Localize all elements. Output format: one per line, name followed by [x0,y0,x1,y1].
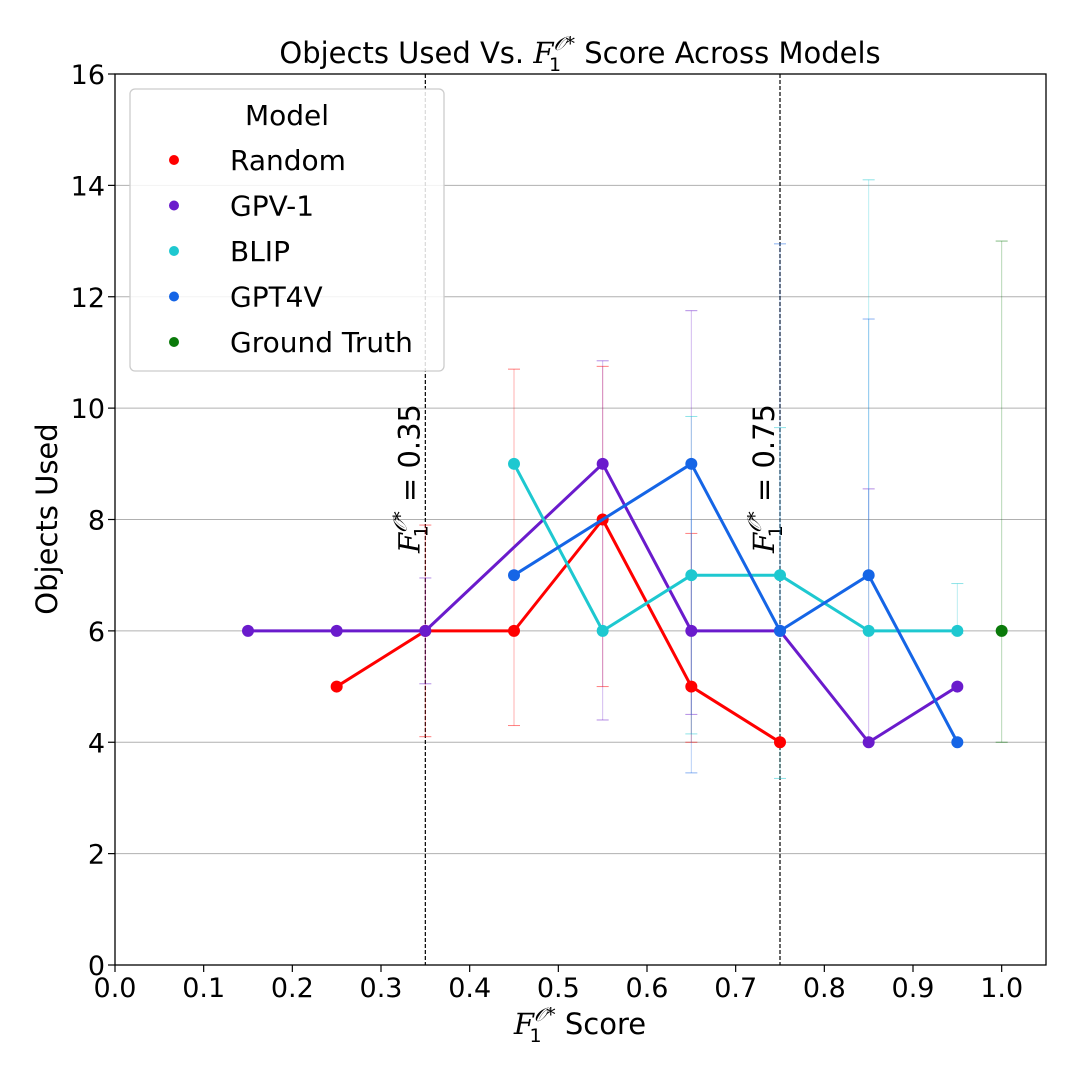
y-tick-label: 0 [88,951,105,982]
data-point-gpt4v [951,736,964,749]
data-point-blip [596,624,609,637]
data-point-gpt4v [774,624,786,637]
reference-line-label: F𝒪*1 = 0.35 [389,404,432,554]
legend-label: Ground Truth [230,326,413,359]
y-tick-label: 2 [88,840,105,871]
x-tick-label: 0.0 [94,973,137,1004]
y-tick-label: 16 [71,60,105,91]
data-point-gpv-1 [685,624,698,637]
chart-title: Objects Used Vs. F𝒪* 1 Score Across Model… [279,33,880,76]
reference-line-label-superscript: 𝒪* [744,511,766,533]
reference-line-label-value: = 0.35 [392,404,426,511]
data-point-gpt4v [862,569,875,582]
y-tick-label: 8 [88,506,105,537]
legend-label: Random [230,144,346,177]
reference-line-label-base: F [747,532,781,554]
x-tick-label: 0.4 [448,973,491,1004]
data-point-gpv-1 [419,624,432,637]
reference-line-label-base: F [392,532,426,554]
data-point-gpt4v [685,457,698,470]
reference-line-label-superscript: 𝒪* [389,511,411,533]
legend-marker [169,155,179,165]
data-point-blip [774,569,786,582]
x-tick-label: 0.9 [892,973,935,1004]
x-title-subscript: 1 [530,1025,542,1047]
series-layer [242,457,1008,749]
data-point-gpv-1 [596,457,609,470]
x-title-superscript: 𝒪* [534,1004,556,1026]
x-tick-label: 0.6 [626,973,669,1004]
title-subscript: 1 [549,54,561,76]
data-point-random [685,680,698,693]
x-tick-label: 0.1 [182,973,225,1004]
ticks: 0.0 0.1 0.2 0.3 0.4 0.5 0.6 0.7 0.8 0.9 1.0 0 2 4 6 8 10… [71,60,1024,1004]
x-tick-label: 0.3 [360,973,403,1004]
data-point-gpt4v [508,569,520,582]
legend-title: Model [245,99,329,132]
reference-line-label-subscript: 1 [410,525,432,537]
x-tick-label: 0.7 [714,973,757,1004]
legend-label: BLIP [230,235,290,268]
data-point-random [508,624,520,637]
data-point-blip [508,457,520,470]
data-point-gpv-1 [951,680,964,693]
x-tick-label: 0.8 [803,973,846,1004]
series-line-blip [512,463,958,633]
error-bars [419,179,1008,779]
y-tick-label: 4 [88,728,105,759]
x-axis-title: F𝒪* 1 Score [513,1004,646,1047]
reference-line-label-value: = 0.75 [747,404,781,511]
legend-box [129,88,445,372]
x-tick-label: 0.5 [537,973,580,1004]
legend: Model Random GPV-1 BLIP GPT4V Ground Truth [129,88,445,372]
reference-line-label-subscript: 1 [765,525,787,537]
legend-label: GPT4V [230,281,323,314]
data-point-blip [685,569,698,582]
legend-marker [169,291,179,302]
y-tick-label: 6 [88,617,105,648]
legend-entries: Random GPV-1 BLIP GPT4V Ground Truth [169,144,413,359]
series-line-gpv-1 [248,462,959,744]
x-tick-label: 0.2 [271,973,314,1004]
data-point-gpv-1 [862,736,875,749]
legend-marker [169,246,179,256]
title-superscript: 𝒪* [553,33,575,55]
y-axis-title: Objects Used [30,423,64,614]
x-tick-label: 1.0 [980,973,1023,1004]
y-tick-label: 14 [71,171,105,202]
series-line-random [335,518,781,744]
data-point-random [774,736,786,749]
legend-marker [169,200,179,211]
legend-marker [169,337,179,347]
legend-label: GPV-1 [230,190,314,223]
reference-line-label: F𝒪*1 = 0.75 [744,404,787,554]
data-point-gpv-1 [330,624,343,637]
y-tick-label: 10 [71,394,105,425]
data-point-gpv-1 [242,624,254,637]
data-point-random [330,680,343,693]
y-tick-label: 12 [71,283,105,314]
data-point-blip [951,624,964,637]
data-point-ground-truth [995,624,1008,637]
data-point-blip [862,624,875,637]
